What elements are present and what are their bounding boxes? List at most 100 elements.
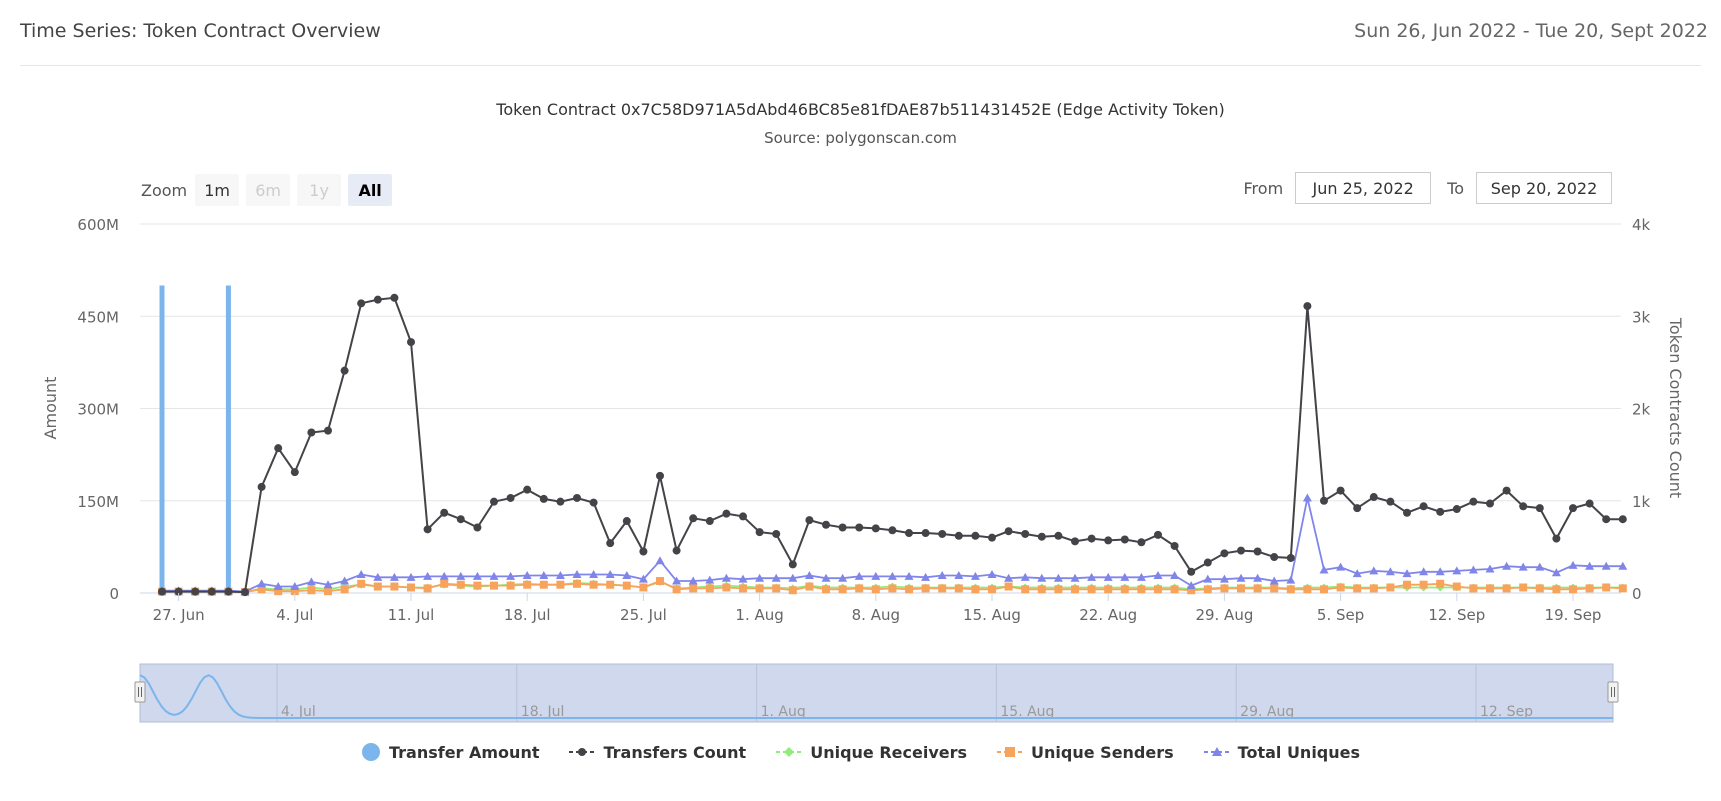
total-uniques-point[interactable] bbox=[389, 572, 399, 581]
transfers-count-point[interactable] bbox=[473, 523, 482, 532]
transfers-count-point[interactable] bbox=[191, 587, 200, 596]
transfers-count-point[interactable] bbox=[241, 588, 249, 597]
transfers-count-point[interactable] bbox=[772, 529, 781, 538]
zoom-6m-button[interactable]: 6m bbox=[246, 174, 291, 206]
total-uniques-point[interactable] bbox=[323, 580, 333, 589]
transfers-count-point[interactable] bbox=[1552, 534, 1561, 543]
total-uniques-point[interactable] bbox=[1170, 570, 1180, 579]
total-uniques-point[interactable] bbox=[655, 556, 665, 565]
unique-senders-point[interactable] bbox=[1519, 583, 1528, 592]
transfers-count-point[interactable] bbox=[1336, 486, 1345, 495]
navigator-window[interactable] bbox=[139, 663, 1614, 723]
transfers-count-point[interactable] bbox=[1502, 486, 1511, 495]
transfers-count-point[interactable] bbox=[158, 587, 166, 596]
unique-senders-point[interactable] bbox=[1087, 585, 1096, 594]
total-uniques-point[interactable] bbox=[622, 570, 632, 579]
total-uniques-point[interactable] bbox=[1435, 567, 1445, 576]
unique-senders-point[interactable] bbox=[390, 582, 399, 591]
total-uniques-point[interactable] bbox=[1219, 574, 1229, 583]
transfers-count-point[interactable] bbox=[1303, 302, 1312, 311]
total-uniques-point[interactable] bbox=[290, 582, 300, 591]
unique-senders-point[interactable] bbox=[1071, 585, 1079, 594]
total-uniques-point[interactable] bbox=[1419, 567, 1429, 576]
total-uniques-point[interactable] bbox=[522, 570, 532, 579]
unique-senders-point[interactable] bbox=[1203, 585, 1212, 594]
transfers-count-point[interactable] bbox=[423, 525, 432, 534]
unique-senders-point[interactable] bbox=[1021, 585, 1030, 594]
total-uniques-point[interactable] bbox=[672, 576, 682, 585]
total-uniques-point[interactable] bbox=[589, 570, 599, 579]
transfers-count-point[interactable] bbox=[705, 517, 714, 526]
unique-senders-point[interactable] bbox=[888, 584, 897, 593]
transfers-count-point[interactable] bbox=[822, 520, 830, 529]
total-uniques-point[interactable] bbox=[356, 570, 366, 579]
transfers-count-point[interactable] bbox=[622, 517, 631, 526]
transfers-count-point[interactable] bbox=[1618, 515, 1627, 524]
transfers-count-point[interactable] bbox=[390, 293, 399, 302]
transfers-count-point[interactable] bbox=[589, 498, 598, 507]
unique-senders-point[interactable] bbox=[988, 585, 996, 594]
unique-senders-point[interactable] bbox=[705, 584, 714, 593]
unique-senders-point[interactable] bbox=[1104, 585, 1113, 594]
unique-senders-point[interactable] bbox=[772, 584, 781, 593]
transfers-count-point[interactable] bbox=[506, 493, 515, 502]
transfers-count-point[interactable] bbox=[1436, 507, 1445, 516]
unique-senders-point[interactable] bbox=[755, 584, 764, 593]
unique-senders-point[interactable] bbox=[1286, 585, 1295, 594]
total-uniques-point[interactable] bbox=[1385, 567, 1395, 576]
total-uniques-point[interactable] bbox=[506, 571, 516, 580]
unique-senders-point[interactable] bbox=[473, 581, 482, 590]
unique-senders-point[interactable] bbox=[1037, 585, 1046, 594]
total-uniques-point[interactable] bbox=[1153, 570, 1163, 579]
transfers-count-point[interactable] bbox=[921, 529, 930, 538]
total-uniques-point[interactable] bbox=[788, 573, 798, 582]
total-uniques-point[interactable] bbox=[456, 571, 466, 580]
unique-senders-point[interactable] bbox=[1369, 584, 1378, 593]
unique-senders-point[interactable] bbox=[1419, 580, 1428, 589]
total-uniques-point[interactable] bbox=[688, 576, 698, 585]
transfers-count-point[interactable] bbox=[689, 514, 698, 523]
transfers-count-point[interactable] bbox=[1253, 547, 1262, 556]
transfers-count-point[interactable] bbox=[1419, 502, 1428, 511]
unique-senders-point[interactable] bbox=[423, 584, 432, 593]
total-uniques-point[interactable] bbox=[1120, 572, 1130, 581]
total-uniques-point[interactable] bbox=[489, 571, 499, 580]
total-uniques-point[interactable] bbox=[1319, 565, 1329, 574]
transfers-count-point[interactable] bbox=[888, 526, 897, 535]
transfers-count-point[interactable] bbox=[938, 529, 947, 538]
unique-senders-point[interactable] bbox=[689, 584, 698, 593]
unique-senders-point[interactable] bbox=[1170, 585, 1179, 594]
transfers-count-point[interactable] bbox=[556, 497, 565, 506]
transfers-count-point[interactable] bbox=[290, 468, 299, 477]
transfer-amount-columns[interactable] bbox=[159, 285, 231, 594]
unique-senders-point[interactable] bbox=[1154, 585, 1162, 594]
unique-senders-point[interactable] bbox=[1353, 584, 1362, 593]
total-uniques-point[interactable] bbox=[1452, 566, 1462, 575]
unique-senders-point[interactable] bbox=[324, 587, 332, 596]
total-uniques-point[interactable] bbox=[373, 572, 383, 581]
transfers-count-point[interactable] bbox=[1270, 553, 1279, 562]
unique-senders-point[interactable] bbox=[1469, 584, 1478, 593]
transfers-count-point[interactable] bbox=[340, 366, 349, 375]
total-uniques-point[interactable] bbox=[721, 573, 731, 582]
transfers-count-point[interactable] bbox=[788, 560, 797, 569]
transfers-count-point[interactable] bbox=[722, 509, 731, 518]
unique-senders-point[interactable] bbox=[921, 584, 930, 593]
unique-senders-point[interactable] bbox=[357, 579, 366, 588]
transfers-count-point[interactable] bbox=[407, 338, 415, 347]
unique-senders-point[interactable] bbox=[1602, 583, 1611, 592]
total-uniques-point[interactable] bbox=[987, 570, 997, 579]
unique-senders-point[interactable] bbox=[606, 580, 615, 589]
legend-item-unique-receivers[interactable]: Unique Receivers bbox=[776, 742, 967, 762]
unique-senders-point[interactable] bbox=[589, 580, 598, 589]
unique-senders-point[interactable] bbox=[855, 584, 864, 593]
transfer-amount-bar[interactable] bbox=[159, 285, 165, 594]
transfers-count-point[interactable] bbox=[1237, 546, 1245, 555]
transfers-count-point[interactable] bbox=[805, 516, 814, 525]
transfers-count-point[interactable] bbox=[357, 299, 366, 308]
transfers-count-point[interactable] bbox=[1037, 532, 1046, 541]
total-uniques-point[interactable] bbox=[1468, 565, 1478, 574]
total-uniques-point[interactable] bbox=[555, 570, 565, 579]
total-uniques-point[interactable] bbox=[1103, 572, 1113, 581]
unique-senders-point[interactable] bbox=[1552, 585, 1561, 594]
